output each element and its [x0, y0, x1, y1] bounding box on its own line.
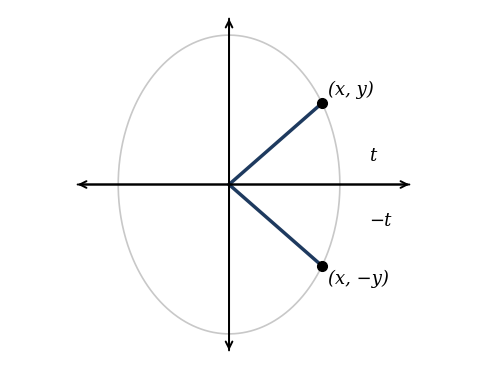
- Text: t: t: [369, 146, 376, 165]
- Text: (x, −y): (x, −y): [328, 270, 389, 288]
- Text: −t: −t: [369, 212, 391, 230]
- Text: (x, y): (x, y): [328, 81, 374, 99]
